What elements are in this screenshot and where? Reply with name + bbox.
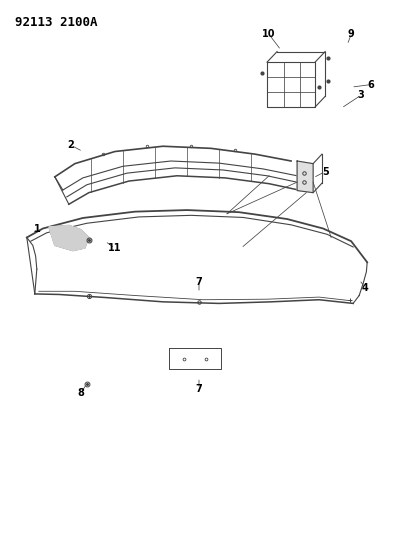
Text: 7: 7 <box>195 277 202 287</box>
Text: 3: 3 <box>357 90 364 100</box>
Text: 8: 8 <box>77 388 84 398</box>
Text: 4: 4 <box>361 282 368 293</box>
Text: 92113 2100A: 92113 2100A <box>15 16 97 29</box>
Text: 5: 5 <box>321 166 328 176</box>
Text: 7: 7 <box>195 384 202 394</box>
Text: 10: 10 <box>262 29 275 39</box>
Polygon shape <box>49 225 89 251</box>
Text: 2: 2 <box>67 140 74 150</box>
Text: 1: 1 <box>33 223 40 233</box>
Polygon shape <box>296 161 312 192</box>
Text: 9: 9 <box>347 29 354 39</box>
Text: 6: 6 <box>367 79 374 90</box>
Text: 11: 11 <box>108 243 122 253</box>
